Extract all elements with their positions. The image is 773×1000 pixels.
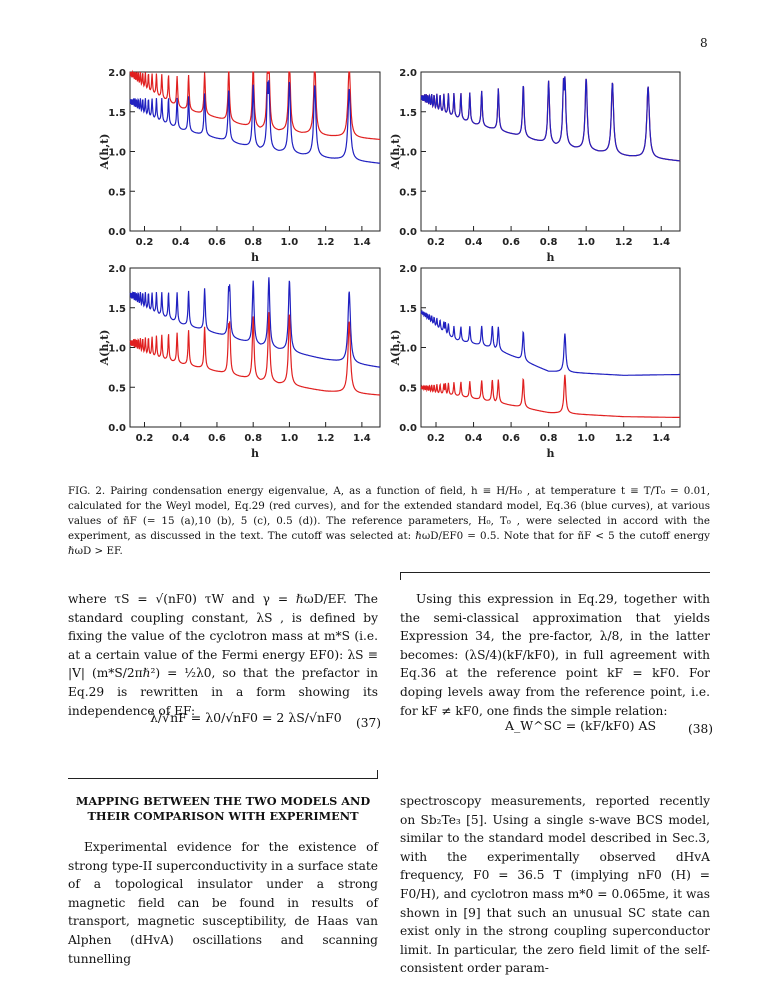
- panel-c-xtick-label: 1.2: [317, 433, 335, 444]
- panel-c-xtick-label: 0.2: [136, 433, 154, 444]
- panel-a-xtick-label: 0.4: [172, 237, 190, 248]
- panel-a-xtick-label: 1.2: [317, 237, 335, 248]
- panel-c-ytick-label: 0.5: [108, 383, 126, 394]
- panel-a-xtick-label: 1.4: [353, 237, 371, 248]
- column-rule-top-right: [400, 572, 710, 573]
- panel-a-ylabel: A(h,t): [98, 134, 111, 171]
- panel-b-xtick-label: 0.8: [540, 237, 558, 248]
- left-paragraph-2: Experimental evidence for the existence …: [68, 840, 378, 966]
- panel-d-xtick-label: 0.4: [465, 433, 483, 444]
- panel-a-ytick-label: 0.5: [108, 187, 126, 198]
- panel-c-ytick-label: 1.5: [108, 304, 126, 315]
- panel-d-ylabel: A(h,t): [389, 330, 402, 367]
- caption-text: Pairing condensation energy eigenvalue, …: [68, 485, 710, 557]
- panel-b-xtick-label: 1.0: [577, 237, 595, 248]
- panel-a-xlabel: h: [251, 251, 259, 264]
- panel-b-frame: [420, 71, 681, 232]
- panel-c-xtick-label: 0.4: [172, 433, 190, 444]
- panel-b-ytick-label: 0.5: [399, 187, 417, 198]
- column-rule-left-tick: [377, 770, 378, 778]
- panel-d-ytick-label: 1.5: [399, 304, 417, 315]
- section-title: MAPPING BETWEEN THE TWO MODELS AND THEIR…: [75, 794, 371, 823]
- panel-b-ytick-label: 0.0: [399, 227, 417, 238]
- panel-a-ytick-label: 0.0: [108, 227, 126, 238]
- panel-a-ytick-label: 2.0: [108, 68, 126, 79]
- left-column: where τS = √(nF0) τW and γ = ℏωD/EF. The…: [68, 590, 378, 720]
- panel-c-ytick-label: 1.0: [108, 344, 126, 355]
- panel-b-ytick-label: 2.0: [399, 68, 417, 79]
- page-number: 8: [700, 36, 708, 50]
- figure-2: 0.0 0.5 1.0 1.5 2.0 0.2 0.4 0.6 0.8 1.0 1.2 1.4 h A(h…: [98, 68, 681, 460]
- panel-b-xtick-label: 0.6: [502, 237, 520, 248]
- right-paragraph-1: Using this expression in Eq.29, together…: [400, 592, 710, 718]
- panel-d-xlabel: h: [547, 447, 555, 460]
- panel-b-ylabel: A(h,t): [389, 134, 402, 171]
- caption-label: FIG. 2.: [68, 485, 106, 497]
- panel-b-ytick-label: 1.5: [399, 108, 417, 119]
- panel-b-xlabel: h: [547, 251, 555, 264]
- panel-c-xtick-label: 0.8: [244, 433, 262, 444]
- panel-c-series-red: [129, 312, 380, 396]
- panel-d-xtick-label: 1.4: [652, 433, 670, 444]
- panel-a-xtick-label: 1.0: [281, 237, 299, 248]
- equation-38: A_W^SC = (kF/kF0) AS: [505, 718, 657, 733]
- panel-a-series-red: [129, 69, 380, 140]
- panel-d-frame: [420, 267, 681, 428]
- column-rule-left: [68, 778, 378, 779]
- panel-c-ytick-label: 0.0: [108, 423, 126, 434]
- panel-d-xtick-label: 1.2: [615, 433, 633, 444]
- panel-c-ylabel: A(h,t): [98, 330, 111, 367]
- panel-d-ytick-label: 2.0: [399, 264, 417, 275]
- figure-caption: FIG. 2. Pairing condensation energy eige…: [68, 484, 710, 559]
- panel-d-series-red: [420, 374, 680, 419]
- panel-c-ytick-label: 2.0: [108, 264, 126, 275]
- panel-c-series-blue: [129, 277, 380, 368]
- left-paragraph-1: where τS = √(nF0) τW and γ = ℏωD/EF. The…: [68, 592, 378, 718]
- panel-a-xtick-label: 0.6: [208, 237, 226, 248]
- panel-b-xtick-label: 0.4: [465, 237, 483, 248]
- panel-d-ytick-label: 0.5: [399, 383, 417, 394]
- panel-a-xtick-label: 0.8: [244, 237, 262, 248]
- panel-b-xtick-label: 0.2: [427, 237, 445, 248]
- panel-d-xtick-label: 0.8: [540, 433, 558, 444]
- right-column: Using this expression in Eq.29, together…: [400, 590, 710, 720]
- equation-38-number: (38): [688, 722, 714, 736]
- right-paragraph-2-container: spectroscopy measurements, reported rece…: [400, 792, 710, 978]
- panel-b-xtick-label: 1.2: [615, 237, 633, 248]
- panel-d-xtick-label: 0.6: [502, 433, 520, 444]
- panel-d-ytick-label: 0.0: [399, 423, 417, 434]
- panel-a-xtick-label: 0.2: [136, 237, 154, 248]
- equation-37: λ/√nF = λ0/√nF0 = 2 λS/√nF0: [150, 710, 342, 725]
- right-paragraph-2: spectroscopy measurements, reported rece…: [400, 794, 710, 976]
- column-rule-tick: [400, 572, 401, 580]
- panel-b-series-blue: [420, 76, 681, 162]
- panel-c-xlabel: h: [251, 447, 259, 460]
- panel-a-ytick-label: 1.5: [108, 108, 126, 119]
- panel-c-xtick-label: 1.0: [281, 433, 299, 444]
- panel-c-xtick-label: 1.4: [353, 433, 371, 444]
- panel-c-xtick-label: 0.6: [208, 433, 226, 444]
- left-paragraph-2-container: Experimental evidence for the existence …: [68, 838, 378, 968]
- panel-d-xtick-label: 1.0: [577, 433, 595, 444]
- panel-a-series-blue: [129, 80, 381, 164]
- panel-d-ytick-label: 1.0: [399, 344, 417, 355]
- panel-b-xtick-label: 1.4: [652, 237, 670, 248]
- panel-b-ytick-label: 1.0: [399, 148, 417, 159]
- panel-d-series-blue: [420, 309, 680, 376]
- panel-a-ytick-label: 1.0: [108, 148, 126, 159]
- equation-37-number: (37): [356, 716, 382, 730]
- panel-d-xtick-label: 0.2: [427, 433, 445, 444]
